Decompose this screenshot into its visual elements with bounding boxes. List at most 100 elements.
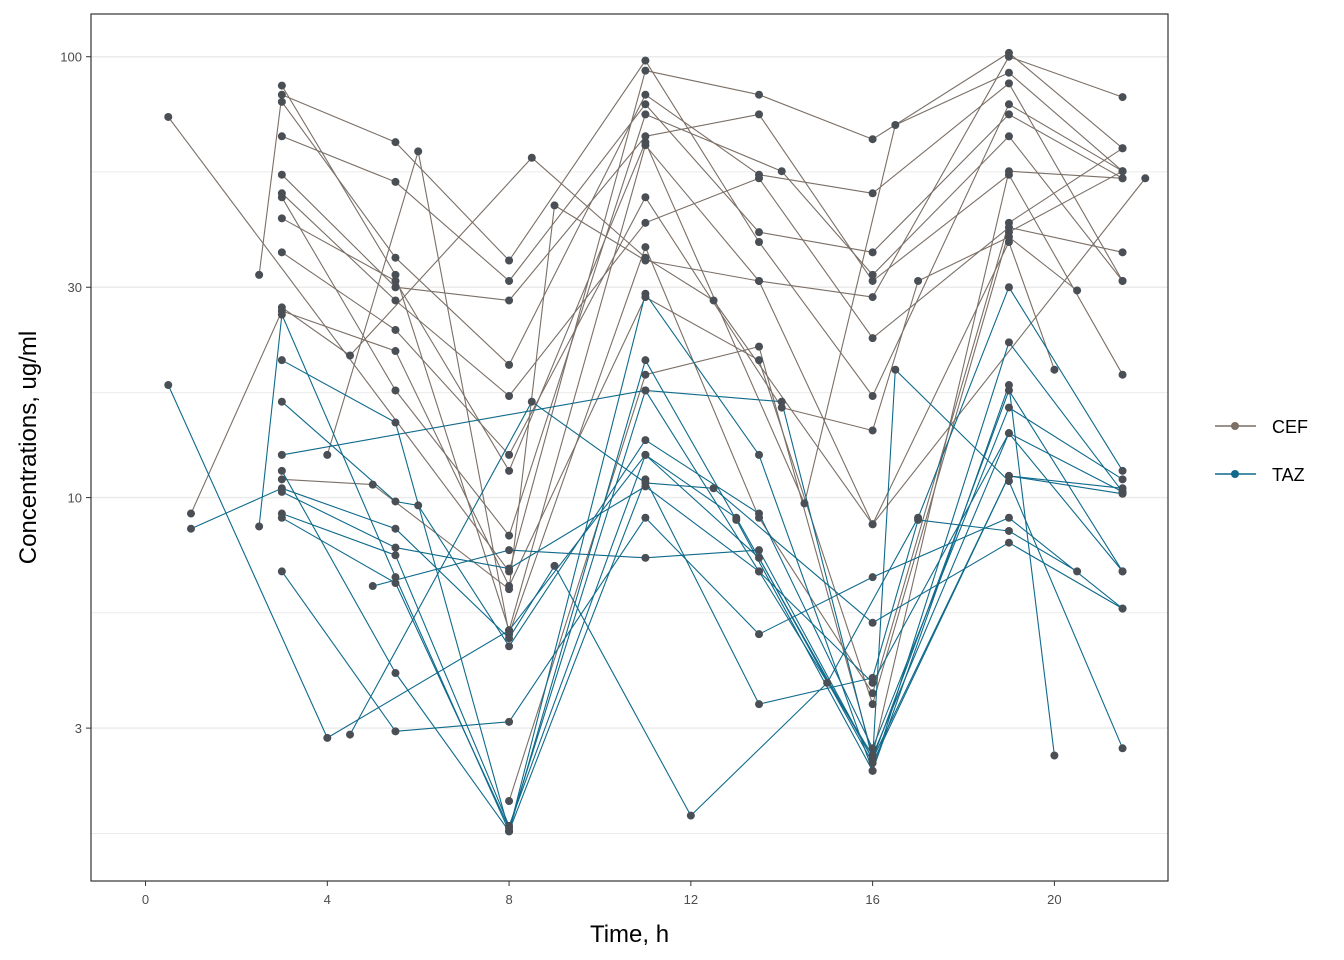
series-line-cef-5 (281, 82, 1124, 366)
data-point-cef (868, 276, 877, 285)
data-point-cef (550, 201, 559, 210)
series-line-taz-2 (190, 286, 1124, 817)
data-point-taz (414, 501, 423, 510)
data-point-cef (1004, 237, 1013, 246)
data-point-cef (277, 170, 286, 179)
data-point-cef (505, 797, 514, 806)
data-point-cef (755, 356, 764, 365)
series-line-taz-9 (281, 389, 1123, 829)
data-point-taz (391, 669, 400, 678)
data-point-cef (505, 450, 514, 459)
data-point-cef (505, 391, 514, 400)
data-point-taz (1004, 477, 1013, 486)
data-point-taz (823, 678, 832, 687)
data-point-taz (641, 436, 650, 445)
data-point-taz (1118, 567, 1127, 576)
data-point-taz (346, 730, 355, 739)
series-line-cef-12 (281, 157, 1055, 525)
data-point-taz (1050, 751, 1059, 760)
data-point-taz (1004, 338, 1013, 347)
x-tick-label: 12 (684, 892, 698, 907)
data-point-cef (1004, 218, 1013, 227)
data-point-taz (1004, 538, 1013, 547)
data-point-taz (1073, 567, 1082, 576)
data-point-taz (641, 450, 650, 459)
data-point-taz (505, 626, 514, 635)
data-point-cef (1050, 365, 1059, 374)
data-point-cef (277, 303, 286, 312)
data-point-taz (1004, 283, 1013, 292)
data-point-cef (868, 334, 877, 343)
legend-key-point-taz (1231, 470, 1239, 478)
data-point-taz (1004, 403, 1013, 412)
data-point-taz (868, 744, 877, 753)
data-point-taz (1118, 475, 1127, 484)
data-point-cef (868, 248, 877, 257)
legend: CEF TAZ (1215, 417, 1308, 485)
x-axis-title: Time, h (590, 921, 669, 948)
data-point-taz (641, 478, 650, 487)
data-point-taz (1118, 466, 1127, 475)
data-point-taz (868, 755, 877, 764)
data-point-cef (641, 100, 650, 109)
data-point-cef (391, 253, 400, 262)
data-point-cef (755, 174, 764, 183)
series-line-taz-6 (281, 389, 1124, 760)
data-point-taz (505, 564, 514, 573)
data-point-cef (505, 585, 514, 594)
data-point-taz (391, 727, 400, 736)
data-point-cef (391, 138, 400, 147)
data-point-taz (755, 509, 764, 518)
data-point-cef (1118, 144, 1127, 153)
data-point-taz (755, 450, 764, 459)
series-line-cef-4 (281, 56, 1123, 631)
data-point-cef (277, 97, 286, 106)
data-point-cef (641, 138, 650, 147)
data-point-cef (277, 475, 286, 484)
data-point-taz (505, 642, 514, 651)
series-line-taz-13 (372, 369, 1124, 760)
data-point-cef (868, 520, 877, 529)
data-point-taz (277, 487, 286, 496)
data-point-taz (641, 356, 650, 365)
data-point-cef (1118, 248, 1127, 257)
data-point-taz (391, 497, 400, 506)
data-point-cef (755, 110, 764, 119)
x-tick-label: 8 (505, 892, 512, 907)
series-line-cef-6 (281, 103, 1123, 282)
data-point-taz (755, 630, 764, 639)
data-point-taz (1118, 487, 1127, 496)
data-point-taz (1004, 513, 1013, 522)
x-tick-label: 20 (1047, 892, 1061, 907)
data-point-cef (641, 110, 650, 119)
series-line-taz-11 (281, 517, 1123, 732)
data-point-cef (277, 193, 286, 202)
data-point-cef (1118, 174, 1127, 183)
data-point-taz (641, 386, 650, 395)
y-tick-label: 3 (75, 721, 82, 736)
data-point-cef (255, 270, 264, 279)
data-point-taz (391, 579, 400, 588)
legend-key-point-cef (1231, 422, 1239, 430)
series-line-cef-8 (281, 177, 1123, 397)
data-point-cef (391, 386, 400, 395)
data-point-cef (755, 228, 764, 237)
data-point-taz (1118, 604, 1127, 613)
data-point-cef (641, 132, 650, 141)
data-point-cef (277, 248, 286, 257)
data-point-cef (914, 276, 923, 285)
data-point-taz (391, 551, 400, 560)
data-point-cef (277, 214, 286, 223)
data-point-cef (505, 360, 514, 369)
data-point-taz (527, 397, 536, 406)
data-point-cef (777, 403, 786, 412)
data-point-taz (391, 573, 400, 582)
data-point-taz (368, 582, 377, 591)
data-point-taz (1118, 744, 1127, 753)
axes: 0 4 8 12 16 20 3 10 30 100 (60, 50, 1061, 907)
data-point-taz (868, 678, 877, 687)
data-point-cef (391, 177, 400, 186)
